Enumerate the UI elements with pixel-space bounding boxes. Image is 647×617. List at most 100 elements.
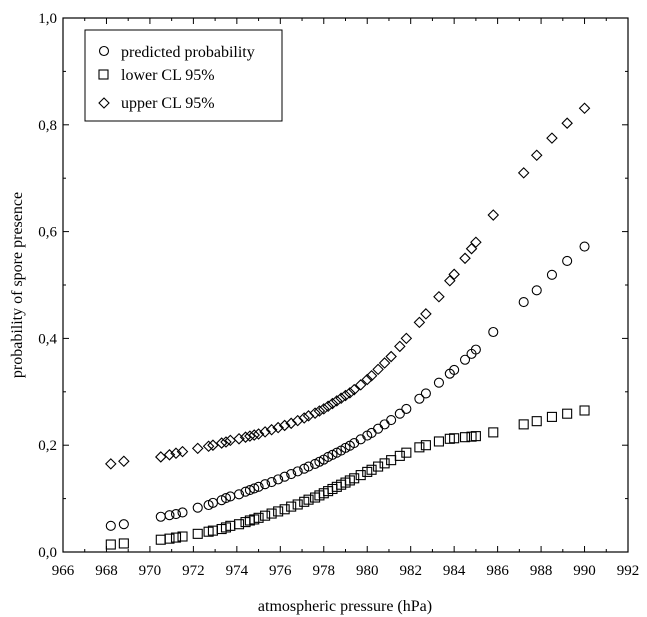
data-point-predicted bbox=[164, 510, 175, 521]
y-tick-label: 0,2 bbox=[38, 438, 57, 454]
data-point-upper-cl bbox=[278, 419, 291, 432]
data-point-predicted bbox=[433, 377, 444, 388]
data-point-upper-cl bbox=[298, 412, 310, 424]
data-point-lower-cl bbox=[459, 432, 471, 443]
x-tick-label: 988 bbox=[530, 563, 553, 579]
y-tick-label: 0,8 bbox=[38, 118, 57, 134]
data-point-predicted bbox=[394, 408, 405, 419]
data-point-upper-cl bbox=[348, 383, 360, 396]
x-tick-label: 992 bbox=[617, 563, 640, 579]
axis-ticks bbox=[62, 17, 629, 553]
data-point-upper-cl bbox=[487, 209, 500, 221]
data-point-upper-cl bbox=[354, 379, 367, 391]
data-point-upper-cl bbox=[339, 389, 352, 402]
x-tick-label: 982 bbox=[399, 563, 422, 579]
data-point-upper-cl bbox=[309, 407, 321, 419]
data-point-lower-cl bbox=[579, 405, 590, 416]
x-tick-label: 980 bbox=[356, 563, 379, 579]
data-point-predicted bbox=[170, 509, 182, 520]
data-point-predicted bbox=[518, 297, 529, 308]
data-point-upper-cl bbox=[291, 414, 304, 427]
data-point-upper-cl bbox=[420, 308, 432, 320]
legend-label-predicted: predicted probability bbox=[121, 44, 255, 61]
x-tick-label: 978 bbox=[313, 563, 336, 579]
data-point-predicted bbox=[279, 471, 290, 482]
data-point-upper-cl bbox=[259, 426, 271, 438]
data-point-upper-cl bbox=[331, 395, 343, 407]
data-point-upper-cl bbox=[224, 434, 237, 447]
data-point-lower-cl bbox=[379, 458, 390, 469]
data-point-lower-cl bbox=[531, 416, 542, 427]
x-tick-label: 970 bbox=[139, 563, 162, 579]
series-circle bbox=[105, 241, 590, 531]
data-point-predicted bbox=[105, 520, 116, 531]
data-point-upper-cl bbox=[326, 397, 339, 410]
data-point-predicted bbox=[531, 285, 542, 296]
data-point-lower-cl bbox=[386, 455, 397, 466]
data-point-upper-cl bbox=[400, 332, 413, 345]
data-point-upper-cl bbox=[433, 290, 445, 303]
legend: predicted probability lower CL 95% upper… bbox=[84, 29, 283, 122]
y-tick-label: 0,4 bbox=[38, 331, 57, 347]
legend-marker-diamond bbox=[98, 97, 110, 109]
data-point-upper-cl bbox=[248, 429, 261, 441]
data-point-upper-cl bbox=[561, 117, 573, 129]
data-point-lower-cl bbox=[164, 533, 175, 544]
data-point-upper-cl bbox=[378, 357, 391, 369]
data-point-upper-cl bbox=[394, 340, 406, 353]
y-tick-label: 0,0 bbox=[38, 545, 57, 561]
data-point-lower-cl bbox=[433, 436, 444, 447]
data-point-lower-cl bbox=[470, 431, 481, 442]
x-tick-label: 976 bbox=[269, 563, 292, 579]
data-point-upper-cl bbox=[372, 363, 384, 376]
data-point-lower-cl bbox=[420, 440, 431, 451]
data-point-upper-cl bbox=[530, 149, 543, 162]
data-point-lower-cl bbox=[253, 512, 264, 523]
data-point-lower-cl bbox=[449, 433, 460, 444]
data-point-lower-cl bbox=[366, 464, 377, 475]
data-point-upper-cl bbox=[105, 458, 117, 470]
series-diamond bbox=[105, 102, 591, 470]
x-tick-label: 966 bbox=[52, 563, 75, 579]
data-point-upper-cl bbox=[546, 132, 558, 144]
data-point-lower-cl bbox=[260, 510, 271, 521]
y-tick-label: 1,0 bbox=[38, 11, 57, 27]
data-point-predicted bbox=[562, 255, 573, 267]
data-point-lower-cl bbox=[118, 538, 129, 549]
data-point-lower-cl bbox=[303, 494, 314, 505]
data-point-upper-cl bbox=[233, 433, 245, 445]
data-point-lower-cl bbox=[177, 531, 188, 542]
x-axis-title: atmospheric pressure (hPa) bbox=[258, 598, 432, 615]
data-point-predicted bbox=[379, 419, 390, 430]
data-point-lower-cl bbox=[349, 473, 360, 484]
data-point-upper-cl bbox=[444, 274, 456, 287]
data-point-upper-cl bbox=[170, 447, 182, 459]
data-point-predicted bbox=[303, 461, 314, 472]
data-point-upper-cl bbox=[207, 439, 219, 451]
data-point-lower-cl bbox=[546, 411, 557, 422]
data-point-lower-cl bbox=[394, 450, 405, 461]
data-point-lower-cl bbox=[273, 506, 284, 517]
data-point-predicted bbox=[488, 326, 499, 338]
data-point-upper-cl bbox=[578, 102, 591, 115]
x-tick-label: 984 bbox=[443, 563, 466, 579]
data-point-upper-cl bbox=[265, 423, 278, 436]
data-point-upper-cl bbox=[465, 242, 478, 255]
data-point-upper-cl bbox=[470, 236, 482, 249]
data-point-lower-cl bbox=[488, 427, 499, 438]
data-point-lower-cl bbox=[192, 528, 203, 539]
data-point-predicted bbox=[420, 388, 431, 399]
data-point-predicted bbox=[579, 241, 590, 252]
data-point-lower-cl bbox=[155, 534, 166, 545]
data-point-upper-cl bbox=[285, 417, 297, 430]
data-point-upper-cl bbox=[272, 421, 284, 434]
legend-marker-circle bbox=[98, 45, 110, 57]
data-point-upper-cl bbox=[118, 455, 130, 467]
axis-tick-labels: 966 968 970 972 974 976 978 980 982 984 986 988 990 9… bbox=[38, 11, 639, 579]
data-point-lower-cl bbox=[105, 539, 116, 550]
series-square bbox=[105, 405, 590, 550]
data-point-predicted bbox=[155, 511, 166, 522]
y-axis-title: probability of spore presence bbox=[9, 192, 26, 378]
legend-label-upper: upper CL 95% bbox=[121, 95, 215, 112]
